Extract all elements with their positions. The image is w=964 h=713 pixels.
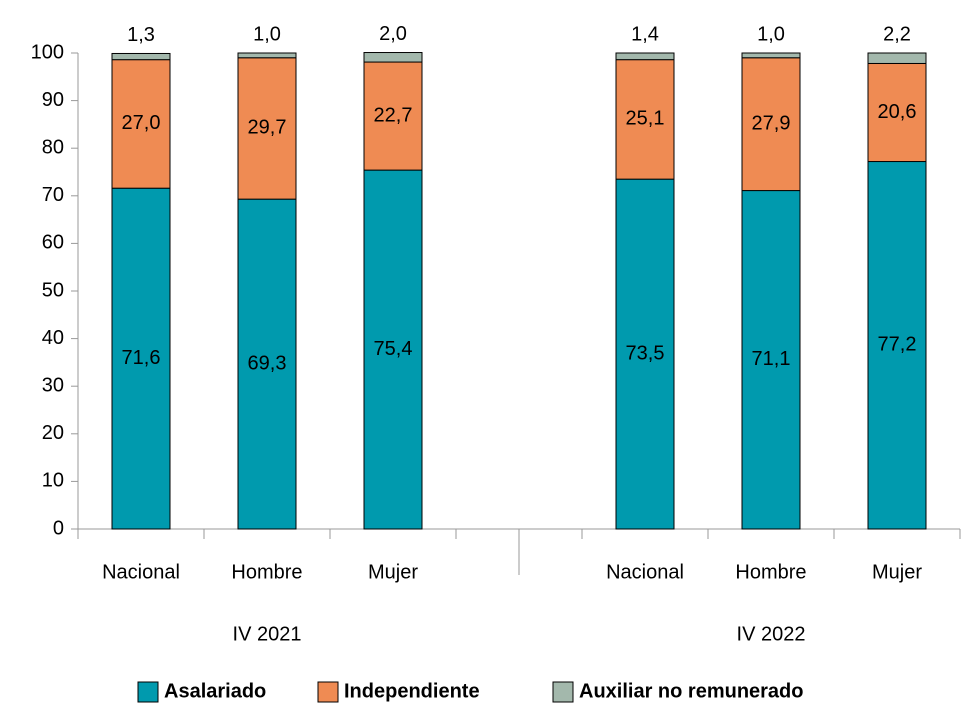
data-label: 2,2 xyxy=(883,23,911,45)
bar-segment xyxy=(741,190,801,530)
data-label: 71,6 xyxy=(122,347,161,369)
y-tick-label: 40 xyxy=(42,327,64,349)
bar-segment xyxy=(867,161,927,530)
bar-segment xyxy=(363,169,423,530)
data-label: 69,3 xyxy=(248,352,287,374)
x-tick-label: Nacional xyxy=(606,561,684,583)
bar-segment xyxy=(615,178,675,530)
data-label: 1,4 xyxy=(631,23,659,45)
data-label: 73,5 xyxy=(626,342,665,364)
data-label: 27,0 xyxy=(122,112,161,134)
y-tick-label: 70 xyxy=(42,184,64,206)
x-tick-label: Nacional xyxy=(102,561,180,583)
data-label: 1,0 xyxy=(253,23,281,45)
data-label: 29,7 xyxy=(248,117,287,139)
data-label: 77,2 xyxy=(878,334,917,356)
legend-swatch xyxy=(552,681,574,703)
data-label: 27,9 xyxy=(752,112,791,134)
bar-segment xyxy=(615,52,675,61)
legend-label: Auxiliar no remunerado xyxy=(579,680,804,702)
legend-label: Asalariado xyxy=(164,680,266,702)
y-tick-label: 0 xyxy=(53,517,64,539)
x-tick-label: Mujer xyxy=(872,561,922,583)
data-label: 75,4 xyxy=(374,338,413,360)
data-label: 20,6 xyxy=(878,101,917,123)
y-tick-label: 60 xyxy=(42,232,64,254)
bar-segment xyxy=(111,59,171,189)
y-tick-label: 10 xyxy=(42,470,64,492)
bar-segment xyxy=(363,61,423,171)
x-tick-label: Hombre xyxy=(735,561,806,583)
bar-segment xyxy=(867,62,927,163)
data-label: 2,0 xyxy=(379,23,407,45)
y-tick-label: 100 xyxy=(31,41,64,63)
data-label: 25,1 xyxy=(626,108,665,130)
y-tick-label: 20 xyxy=(42,422,64,444)
y-tick-label: 50 xyxy=(42,279,64,301)
data-label: 1,0 xyxy=(757,23,785,45)
legend-label: Independiente xyxy=(344,680,480,702)
bar-segment xyxy=(237,52,297,59)
bar-segment xyxy=(741,57,801,192)
bar-segment xyxy=(363,52,423,63)
data-label: 22,7 xyxy=(374,104,413,126)
legend-swatch xyxy=(137,681,159,703)
bar-segment xyxy=(111,187,171,530)
group-label: IV 2021 xyxy=(233,623,302,645)
y-tick-label: 80 xyxy=(42,136,64,158)
legend-swatch xyxy=(317,681,339,703)
bar-segment xyxy=(111,52,171,61)
group-label: IV 2022 xyxy=(737,623,806,645)
y-tick-label: 30 xyxy=(42,374,64,396)
bar-segment xyxy=(741,52,801,59)
x-tick-label: Hombre xyxy=(231,561,302,583)
bar-segment xyxy=(867,52,927,64)
data-label: 71,1 xyxy=(752,348,791,370)
y-tick-label: 90 xyxy=(42,89,64,111)
data-label: 1,3 xyxy=(127,24,155,46)
x-tick-label: Mujer xyxy=(368,561,418,583)
